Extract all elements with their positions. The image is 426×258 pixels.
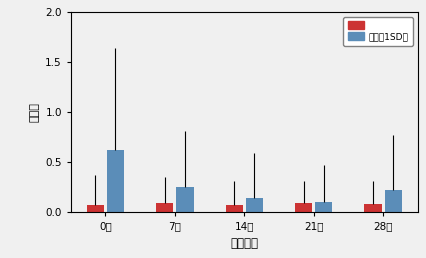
Bar xyxy=(225,205,243,212)
Bar xyxy=(107,150,124,212)
Bar xyxy=(176,187,193,212)
Bar xyxy=(246,198,263,212)
Legend: , 평균됦1SD의: , 평균됦1SD의 xyxy=(343,17,413,46)
Bar xyxy=(156,203,173,212)
Bar xyxy=(364,204,382,212)
Bar xyxy=(295,203,312,212)
Bar xyxy=(86,205,104,212)
Bar xyxy=(315,202,332,212)
Y-axis label: 하엽수: 하엽수 xyxy=(30,102,40,122)
Bar xyxy=(385,190,402,212)
X-axis label: 건조기간: 건조기간 xyxy=(230,237,258,250)
